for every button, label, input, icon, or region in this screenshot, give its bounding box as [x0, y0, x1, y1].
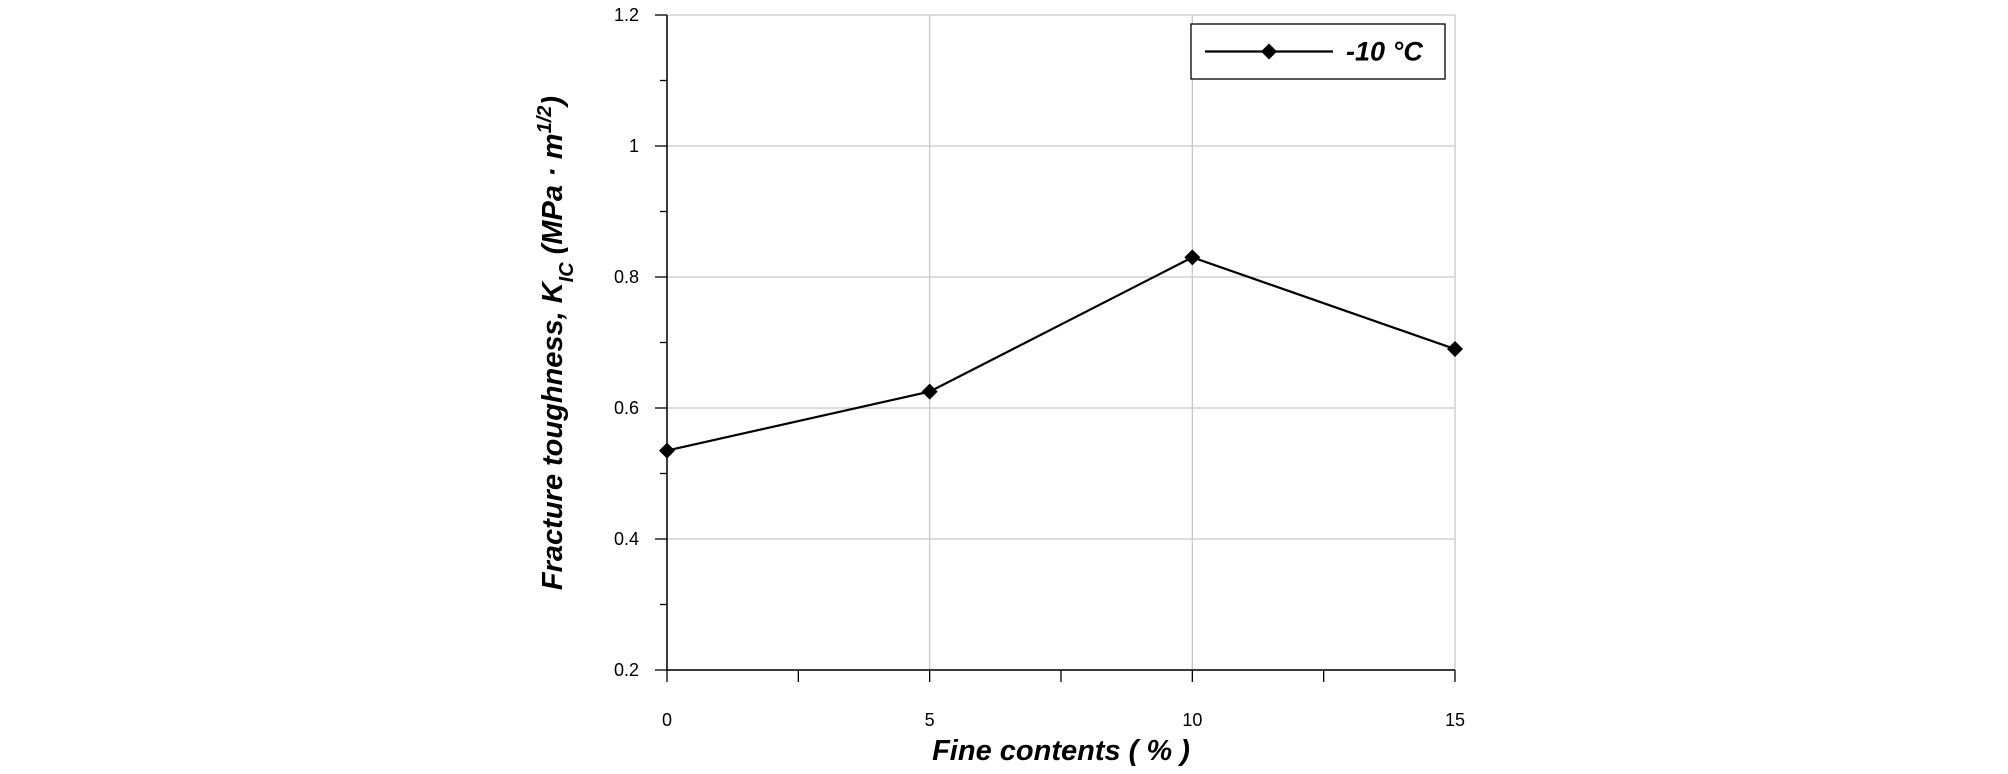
x-tick-label: 15	[1445, 710, 1465, 730]
y-tick-label: 0.4	[614, 529, 639, 549]
legend-marker	[1261, 43, 1277, 60]
y-tick-label: 0.2	[614, 660, 639, 680]
x-tick-label: 5	[925, 710, 935, 730]
y-axis-title-part: 1/2	[534, 106, 556, 134]
x-axis-title: Fine contents ( % )	[932, 735, 1190, 767]
y-axis-title-part: IC	[556, 262, 578, 283]
y-axis-title: Fracture toughness, KIC (MPa · m1/2)	[534, 96, 578, 590]
legend-label: -10 °C	[1346, 37, 1423, 67]
data-line	[666, 256, 1456, 452]
data-point	[659, 442, 675, 459]
y-axis-title-part: )	[537, 96, 569, 109]
data-point	[1184, 249, 1201, 266]
x-tick-label: 0	[662, 710, 672, 730]
y-tick-label: 0.6	[614, 398, 639, 418]
y-tick-label: 0.8	[614, 267, 639, 287]
y-tick-label: 1.2	[614, 5, 639, 25]
y-axis-title-part: Fracture toughness, K	[537, 280, 569, 590]
data-point	[1447, 341, 1463, 358]
x-tick-label: 10	[1182, 710, 1202, 730]
data-point	[921, 383, 938, 400]
y-tick-label: 1	[629, 136, 639, 156]
y-axis-title-part: (MPa · m	[537, 133, 569, 262]
